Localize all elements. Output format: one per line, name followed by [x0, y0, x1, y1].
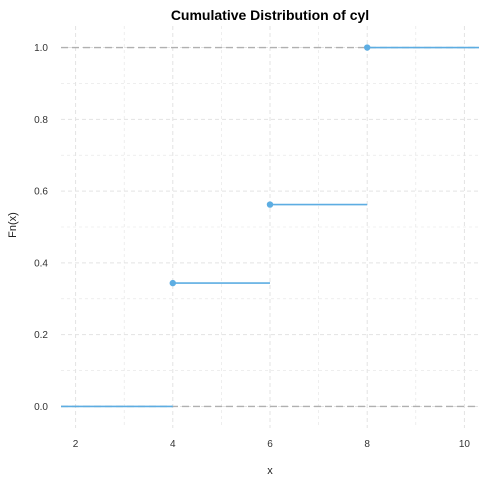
- step-point: [266, 201, 274, 208]
- step-point: [364, 44, 371, 51]
- series-layer: [61, 44, 479, 408]
- y-tick-label: 0.0: [34, 402, 48, 413]
- y-axis-ticks: 0.0 0.2 0.4 0.6 0.8 1.0: [34, 43, 48, 413]
- x-tick-label: 8: [364, 439, 370, 450]
- step-point: [169, 279, 176, 287]
- y-tick-label: 0.4: [34, 258, 48, 269]
- x-tick-label: 2: [73, 439, 79, 450]
- y-tick-label: 0.8: [34, 115, 48, 126]
- grid-layer: [61, 26, 479, 428]
- y-tick-label: 1.0: [34, 43, 48, 54]
- x-tick-label: 10: [459, 439, 471, 450]
- y-tick-label: 0.2: [34, 330, 48, 341]
- chart-title: Cumulative Distribution of cyl: [171, 7, 369, 23]
- x-tick-label: 6: [267, 439, 273, 450]
- y-tick-label: 0.6: [34, 187, 48, 198]
- x-axis-ticks: 2 4 6 8 10: [73, 439, 471, 450]
- y-axis-title: Fn(x): [7, 212, 19, 238]
- x-axis-title: x: [267, 465, 273, 477]
- x-tick-label: 4: [170, 439, 176, 450]
